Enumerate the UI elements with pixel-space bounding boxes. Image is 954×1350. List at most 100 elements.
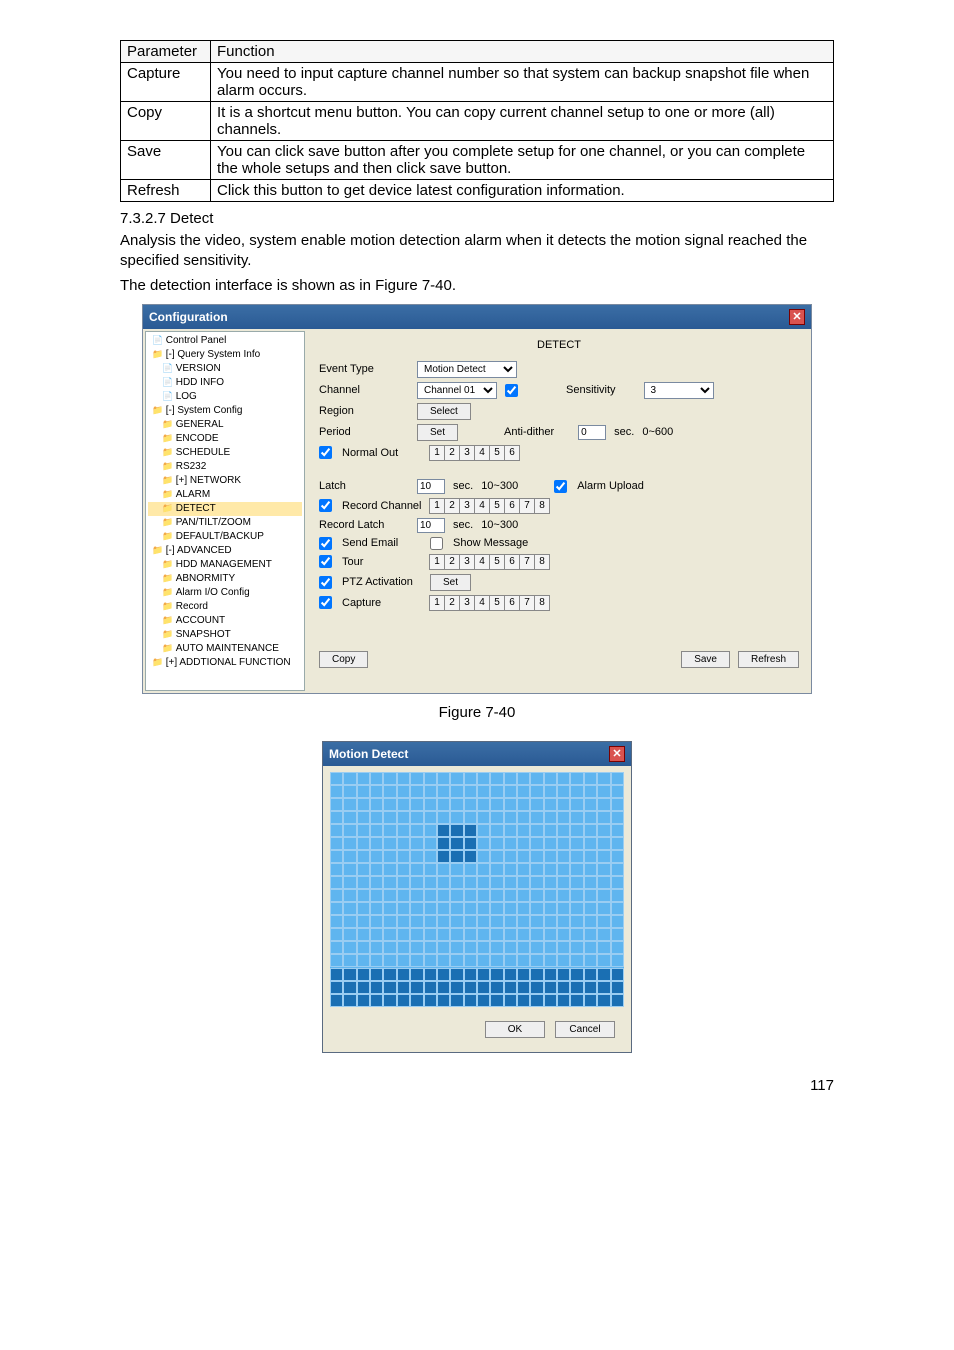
grid-cell[interactable] bbox=[544, 968, 557, 981]
grid-cell[interactable] bbox=[597, 941, 610, 954]
grid-cell[interactable] bbox=[517, 824, 530, 837]
grid-cell[interactable] bbox=[424, 811, 437, 824]
ok-button[interactable]: OK bbox=[485, 1021, 545, 1038]
grid-cell[interactable] bbox=[437, 850, 450, 863]
grid-cell[interactable] bbox=[410, 981, 423, 994]
grid-cell[interactable] bbox=[530, 941, 543, 954]
grid-cell[interactable] bbox=[437, 863, 450, 876]
grid-cell[interactable] bbox=[410, 798, 423, 811]
grid-cell[interactable] bbox=[490, 902, 503, 915]
grid-cell[interactable] bbox=[370, 798, 383, 811]
grid-cell[interactable] bbox=[330, 837, 343, 850]
latch-input[interactable] bbox=[417, 479, 445, 494]
grid-cell[interactable] bbox=[611, 798, 624, 811]
grid-cell[interactable] bbox=[557, 968, 570, 981]
grid-cell[interactable] bbox=[357, 824, 370, 837]
grid-cell[interactable] bbox=[397, 785, 410, 798]
grid-cell[interactable] bbox=[437, 968, 450, 981]
grid-cell[interactable] bbox=[570, 876, 583, 889]
grid-cell[interactable] bbox=[424, 889, 437, 902]
grid-cell[interactable] bbox=[450, 850, 463, 863]
grid-cell[interactable] bbox=[370, 811, 383, 824]
grid-cell[interactable] bbox=[410, 902, 423, 915]
show-message-checkbox[interactable] bbox=[430, 537, 443, 550]
tree-item[interactable]: HDD INFO bbox=[148, 376, 302, 390]
grid-cell[interactable] bbox=[611, 928, 624, 941]
channel-button[interactable]: 1 bbox=[429, 445, 445, 461]
grid-cell[interactable] bbox=[383, 889, 396, 902]
grid-cell[interactable] bbox=[570, 850, 583, 863]
grid-cell[interactable] bbox=[477, 928, 490, 941]
grid-cell[interactable] bbox=[330, 915, 343, 928]
grid-cell[interactable] bbox=[383, 798, 396, 811]
grid-cell[interactable] bbox=[330, 968, 343, 981]
grid-cell[interactable] bbox=[557, 915, 570, 928]
channel-buttons[interactable]: 12345678 bbox=[430, 498, 550, 514]
grid-cell[interactable] bbox=[504, 811, 517, 824]
grid-cell[interactable] bbox=[530, 902, 543, 915]
ptz-checkbox[interactable] bbox=[319, 576, 332, 589]
grid-cell[interactable] bbox=[464, 850, 477, 863]
grid-cell[interactable] bbox=[597, 798, 610, 811]
grid-cell[interactable] bbox=[597, 876, 610, 889]
grid-cell[interactable] bbox=[584, 811, 597, 824]
grid-cell[interactable] bbox=[343, 811, 356, 824]
grid-cell[interactable] bbox=[570, 902, 583, 915]
grid-cell[interactable] bbox=[397, 863, 410, 876]
grid-cell[interactable] bbox=[570, 954, 583, 967]
tree-item[interactable]: [-] Query System Info bbox=[148, 348, 302, 362]
grid-cell[interactable] bbox=[517, 837, 530, 850]
grid-cell[interactable] bbox=[437, 954, 450, 967]
grid-cell[interactable] bbox=[330, 928, 343, 941]
grid-cell[interactable] bbox=[557, 889, 570, 902]
grid-cell[interactable] bbox=[477, 798, 490, 811]
grid-cell[interactable] bbox=[611, 850, 624, 863]
close-icon[interactable]: ✕ bbox=[789, 309, 805, 325]
grid-cell[interactable] bbox=[557, 772, 570, 785]
grid-cell[interactable] bbox=[424, 915, 437, 928]
grid-cell[interactable] bbox=[383, 876, 396, 889]
grid-cell[interactable] bbox=[424, 772, 437, 785]
grid-cell[interactable] bbox=[597, 850, 610, 863]
grid-cell[interactable] bbox=[397, 824, 410, 837]
channel-button[interactable]: 7 bbox=[519, 554, 535, 570]
tree-item[interactable]: ALARM bbox=[148, 488, 302, 502]
grid-cell[interactable] bbox=[410, 928, 423, 941]
channel-button[interactable]: 8 bbox=[534, 595, 550, 611]
grid-cell[interactable] bbox=[570, 772, 583, 785]
channel-buttons[interactable]: 12345678 bbox=[430, 554, 550, 570]
grid-cell[interactable] bbox=[504, 968, 517, 981]
grid-cell[interactable] bbox=[570, 994, 583, 1007]
grid-cell[interactable] bbox=[584, 863, 597, 876]
channel-button[interactable]: 5 bbox=[489, 595, 505, 611]
grid-cell[interactable] bbox=[410, 824, 423, 837]
channel-button[interactable]: 5 bbox=[489, 498, 505, 514]
grid-cell[interactable] bbox=[544, 837, 557, 850]
grid-cell[interactable] bbox=[557, 994, 570, 1007]
grid-cell[interactable] bbox=[557, 941, 570, 954]
motion-grid[interactable] bbox=[330, 772, 624, 1007]
grid-cell[interactable] bbox=[357, 850, 370, 863]
grid-cell[interactable] bbox=[357, 902, 370, 915]
grid-cell[interactable] bbox=[557, 981, 570, 994]
grid-cell[interactable] bbox=[477, 941, 490, 954]
grid-cell[interactable] bbox=[464, 915, 477, 928]
grid-cell[interactable] bbox=[357, 928, 370, 941]
grid-cell[interactable] bbox=[504, 902, 517, 915]
grid-cell[interactable] bbox=[477, 889, 490, 902]
grid-cell[interactable] bbox=[357, 968, 370, 981]
grid-cell[interactable] bbox=[477, 902, 490, 915]
grid-cell[interactable] bbox=[437, 798, 450, 811]
grid-cell[interactable] bbox=[343, 863, 356, 876]
grid-cell[interactable] bbox=[490, 772, 503, 785]
grid-cell[interactable] bbox=[370, 981, 383, 994]
grid-cell[interactable] bbox=[410, 994, 423, 1007]
channel-button[interactable]: 4 bbox=[474, 498, 490, 514]
grid-cell[interactable] bbox=[383, 994, 396, 1007]
grid-cell[interactable] bbox=[424, 837, 437, 850]
grid-cell[interactable] bbox=[584, 772, 597, 785]
grid-cell[interactable] bbox=[370, 915, 383, 928]
grid-cell[interactable] bbox=[450, 863, 463, 876]
tree-item[interactable]: ACCOUNT bbox=[148, 614, 302, 628]
grid-cell[interactable] bbox=[464, 772, 477, 785]
